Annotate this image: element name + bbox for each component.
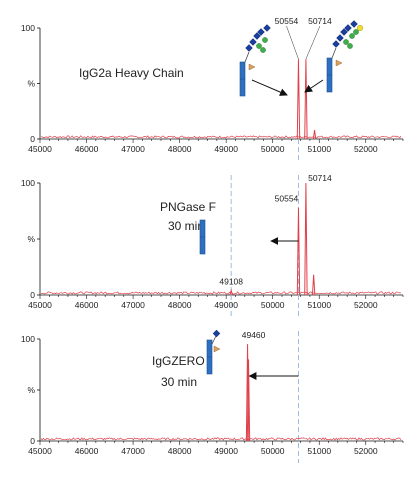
x-tick-label: 49000 [214,446,238,456]
pointer-arrow [304,79,324,93]
x-tick-label: 45000 [28,446,52,456]
panel-subtitle: 30 min [161,375,197,389]
x-tick-label: 50000 [261,144,285,154]
spectrum-peak [296,207,301,296]
baseline-trace [40,437,402,441]
y-tick-label: % [27,385,35,395]
y-tick-label: 0 [30,290,35,300]
peak-label: 50554 [275,194,299,204]
spectrum-peak [312,130,317,140]
x-tick-label: 47000 [121,144,145,154]
peak-label: 50714 [308,16,332,26]
x-tick-label: 50000 [261,446,285,456]
x-tick-label: 51000 [307,300,331,310]
x-tick-label: 49000 [214,300,238,310]
glycan-g1f-icon [331,20,364,67]
x-tick-label: 48000 [168,144,192,154]
x-tick-label: 45000 [28,300,52,310]
spectrum-panel-1: 0% 100 45000 46000 47000 48000 49000 50000 51000… [21,16,404,161]
spectrum-peak [304,59,308,140]
panel-title: PNGase F [160,200,216,214]
x-tick-label: 45000 [28,144,52,154]
y-tick-label: % [27,79,35,89]
peak-label: 49108 [219,277,243,287]
spectrum-peak [296,59,301,140]
spectrum-peak [304,182,308,296]
y-tick-label: % [27,234,35,244]
spectrum-peak [246,359,251,442]
glycan-trimmed-icon [211,329,221,353]
spectrum-peak [311,274,316,296]
glycan-g0f-icon [244,24,271,71]
peak-label: 50554 [275,16,299,26]
x-tick-label: 46000 [75,446,99,456]
y-tick-label: 0 [30,436,35,446]
x-tick-label: 49000 [214,144,238,154]
x-tick-label: 47000 [121,300,145,310]
panel-title: IgG2a Heavy Chain [79,66,184,80]
y-tick-label: 0 [30,134,35,144]
x-tick-label: 52000 [354,144,378,154]
baseline-trace [40,291,402,295]
peak-label: 50714 [308,173,332,183]
spectrum-panel-2: 0% 100 45000 46000 47000 48000 49000 50000 51000… [21,173,404,317]
y-tick-label: 100 [21,334,35,344]
peak-label: 49460 [242,330,266,340]
spectrum-peak [245,344,250,442]
pointer-arrow [251,79,288,96]
y-tick-label: 100 [21,23,35,33]
y-tick-label: 100 [21,178,35,188]
x-tick-label: 52000 [354,300,378,310]
x-tick-label: 46000 [75,300,99,310]
x-tick-label: 46000 [75,144,99,154]
x-tick-label: 51000 [307,446,331,456]
spectrum-peak [229,288,233,296]
x-tick-label: 50000 [261,300,285,310]
baseline-trace [40,135,402,139]
panel-subtitle: 30 min [168,219,204,233]
spectrum-panel-3: 0% 100 45000 46000 47000 48000 49000 50000 51000… [21,329,404,463]
x-tick-label: 51000 [307,144,331,154]
x-tick-label: 48000 [168,446,192,456]
x-tick-label: 47000 [121,446,145,456]
x-tick-label: 52000 [354,446,378,456]
panel-title: IgGZERO [152,354,205,368]
x-tick-label: 48000 [168,300,192,310]
